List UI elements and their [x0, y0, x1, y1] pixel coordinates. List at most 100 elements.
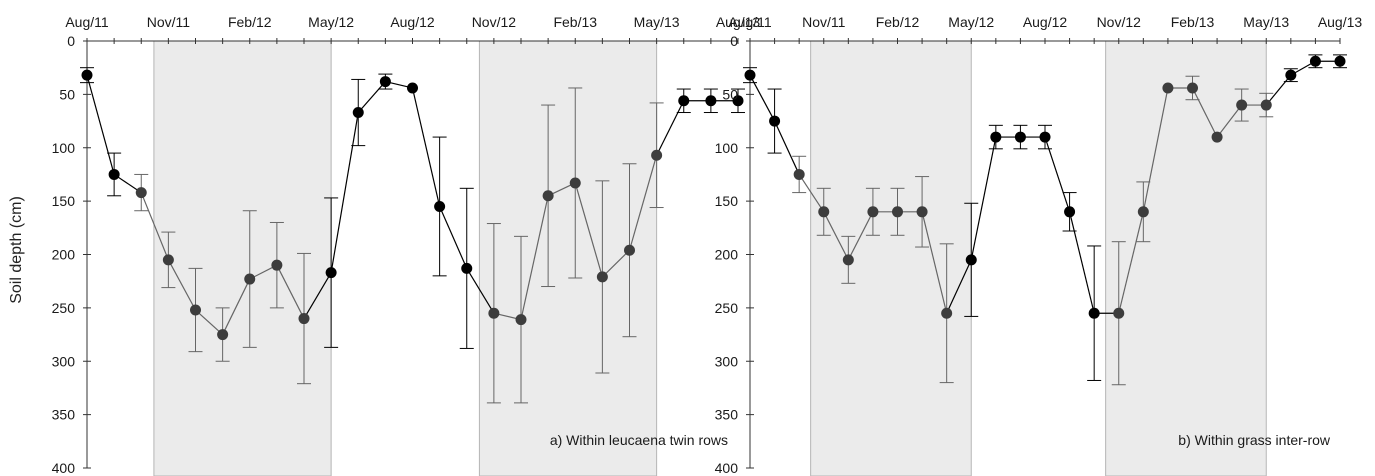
series-line-segment: [1142, 87, 1169, 212]
series-line-segment: [1265, 74, 1292, 106]
data-point: [965, 254, 977, 266]
data-point: [271, 259, 283, 271]
series-line-segment: [774, 120, 800, 175]
x-tick-label: May/13: [634, 14, 680, 30]
y-tick-label: 250: [52, 300, 76, 316]
data-point: [1260, 99, 1272, 111]
series-line-segment: [628, 155, 658, 251]
data-point: [1088, 307, 1100, 319]
x-tick-label: Aug/13: [716, 14, 761, 30]
series-line-segment: [574, 182, 603, 278]
series-line-segment: [520, 195, 549, 320]
x-tick-label: Nov/12: [472, 14, 517, 30]
y-tick-label: 100: [715, 140, 739, 156]
series-line-segment: [921, 211, 948, 314]
data-point: [1064, 206, 1076, 218]
series-line-segment: [86, 75, 115, 175]
panel-label: a) Within leucaena twin rows: [550, 432, 728, 448]
y-tick-label: 0: [67, 33, 75, 49]
series-line-segment: [823, 211, 849, 261]
data-point: [842, 254, 854, 266]
y-tick-label: 0: [730, 33, 738, 49]
x-tick-label: Aug/12: [390, 14, 435, 30]
data-point: [732, 95, 744, 107]
x-tick-label: Aug/12: [1023, 14, 1068, 30]
series-line-segment: [466, 268, 495, 314]
data-point: [81, 69, 93, 81]
y-tick-label: 200: [52, 247, 76, 263]
series-line-segment: [798, 174, 825, 213]
x-tick-label: May/12: [948, 14, 994, 30]
data-point: [542, 190, 554, 202]
data-point: [624, 244, 635, 256]
series-line-segment: [1216, 104, 1243, 138]
data-point: [217, 329, 229, 341]
x-tick-label: Nov/11: [147, 14, 191, 30]
data-point: [1187, 82, 1198, 94]
data-point: [990, 131, 1002, 143]
data-point: [379, 76, 391, 88]
data-point: [1211, 131, 1223, 143]
data-point: [651, 149, 663, 161]
data-point: [892, 206, 903, 218]
data-point: [515, 314, 527, 326]
x-tick-label: Feb/12: [876, 14, 920, 30]
series-line-segment: [195, 309, 224, 336]
series-line-segment: [1191, 87, 1218, 138]
x-tick-label: Feb/13: [1171, 14, 1215, 30]
series-line-segment: [1069, 211, 1095, 314]
series-line-segment: [303, 272, 332, 319]
x-tick-label: Nov/12: [1097, 14, 1142, 30]
y-tick-label: 350: [52, 407, 76, 423]
data-point: [769, 115, 781, 127]
series-line-segment: [946, 259, 972, 314]
chart-panel-b: Aug/11 Nov/11 Feb/12 May/12 Aug/12 Nov/12 Feb/…: [715, 14, 1363, 476]
y-tick-label: 300: [52, 353, 76, 369]
series-line-segment: [1044, 136, 1071, 212]
series-line-segment: [601, 249, 630, 278]
data-point: [569, 177, 581, 189]
x-tick-label: Aug/13: [1318, 14, 1363, 30]
data-point: [941, 307, 953, 319]
data-point: [1039, 131, 1051, 143]
y-tick-label: 250: [715, 300, 739, 316]
series-line-segment: [439, 206, 468, 269]
y-tick-label: 300: [715, 353, 739, 369]
data-point: [407, 82, 418, 94]
data-point: [298, 313, 310, 325]
data-point: [705, 95, 717, 107]
series-line-segment: [847, 211, 874, 261]
data-point: [916, 206, 928, 218]
data-point: [135, 187, 147, 199]
y-tick-label: 50: [59, 86, 75, 102]
y-tick-label: 50: [722, 86, 738, 102]
y-tick-label: 350: [715, 407, 739, 423]
data-point: [1236, 99, 1248, 111]
data-point: [1309, 55, 1321, 67]
data-point: [1162, 82, 1174, 94]
data-point: [352, 107, 364, 119]
series-line-segment: [656, 100, 685, 156]
shaded-period-2: [478, 40, 658, 476]
data-point: [162, 254, 174, 266]
y-tick-label: 400: [52, 460, 76, 476]
y-tick-label: 150: [52, 193, 76, 209]
data-point: [325, 267, 337, 279]
data-point: [108, 168, 120, 180]
data-point: [678, 95, 690, 107]
data-point: [461, 262, 473, 274]
shaded-period-1: [810, 40, 972, 476]
data-point: [818, 206, 830, 218]
data-point: [434, 200, 446, 212]
shaded-period-1: [153, 40, 332, 476]
data-point: [1014, 131, 1026, 143]
y-tick-label: 150: [715, 193, 739, 209]
x-tick-label: May/12: [308, 14, 354, 30]
data-point: [744, 69, 756, 81]
data-point: [1285, 69, 1297, 81]
series-line-segment: [330, 112, 359, 273]
data-point: [867, 206, 879, 218]
x-tick-label: Nov/11: [802, 14, 846, 30]
x-tick-label: Feb/13: [553, 14, 597, 30]
